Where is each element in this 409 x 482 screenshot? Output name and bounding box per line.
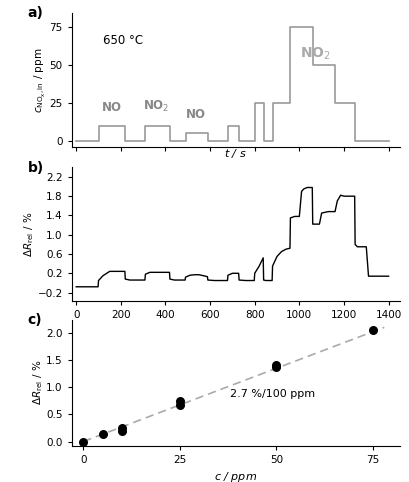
Text: 2.7 %/100 ppm: 2.7 %/100 ppm — [229, 389, 315, 399]
Text: NO: NO — [185, 108, 205, 121]
X-axis label: $c$ / ppm: $c$ / ppm — [213, 470, 257, 482]
Point — [118, 424, 125, 432]
Point — [272, 361, 279, 368]
Text: b): b) — [27, 161, 44, 174]
Text: NO$_2$: NO$_2$ — [299, 45, 330, 62]
Point — [272, 363, 279, 371]
Text: NO: NO — [102, 101, 121, 114]
Text: c): c) — [27, 313, 42, 327]
Point — [80, 438, 86, 445]
Text: 650 °C: 650 °C — [103, 34, 143, 47]
Text: NO$_2$: NO$_2$ — [143, 98, 169, 114]
Point — [118, 427, 125, 435]
Text: $t$ / s: $t$ / s — [224, 147, 247, 160]
X-axis label: $t$ / s: $t$ / s — [224, 326, 247, 339]
Text: a): a) — [27, 6, 43, 20]
Y-axis label: $\Delta R_{\mathrm{rel}}$ / %: $\Delta R_{\mathrm{rel}}$ / % — [31, 360, 45, 405]
Point — [99, 430, 106, 438]
Point — [176, 401, 183, 409]
Point — [369, 326, 375, 334]
Y-axis label: $\Delta R_{\mathrm{rel}}$ / %: $\Delta R_{\mathrm{rel}}$ / % — [22, 212, 36, 257]
Point — [176, 398, 183, 405]
Y-axis label: $c_{\mathrm{NO_x,in}}$ / ppm: $c_{\mathrm{NO_x,in}}$ / ppm — [33, 47, 48, 113]
